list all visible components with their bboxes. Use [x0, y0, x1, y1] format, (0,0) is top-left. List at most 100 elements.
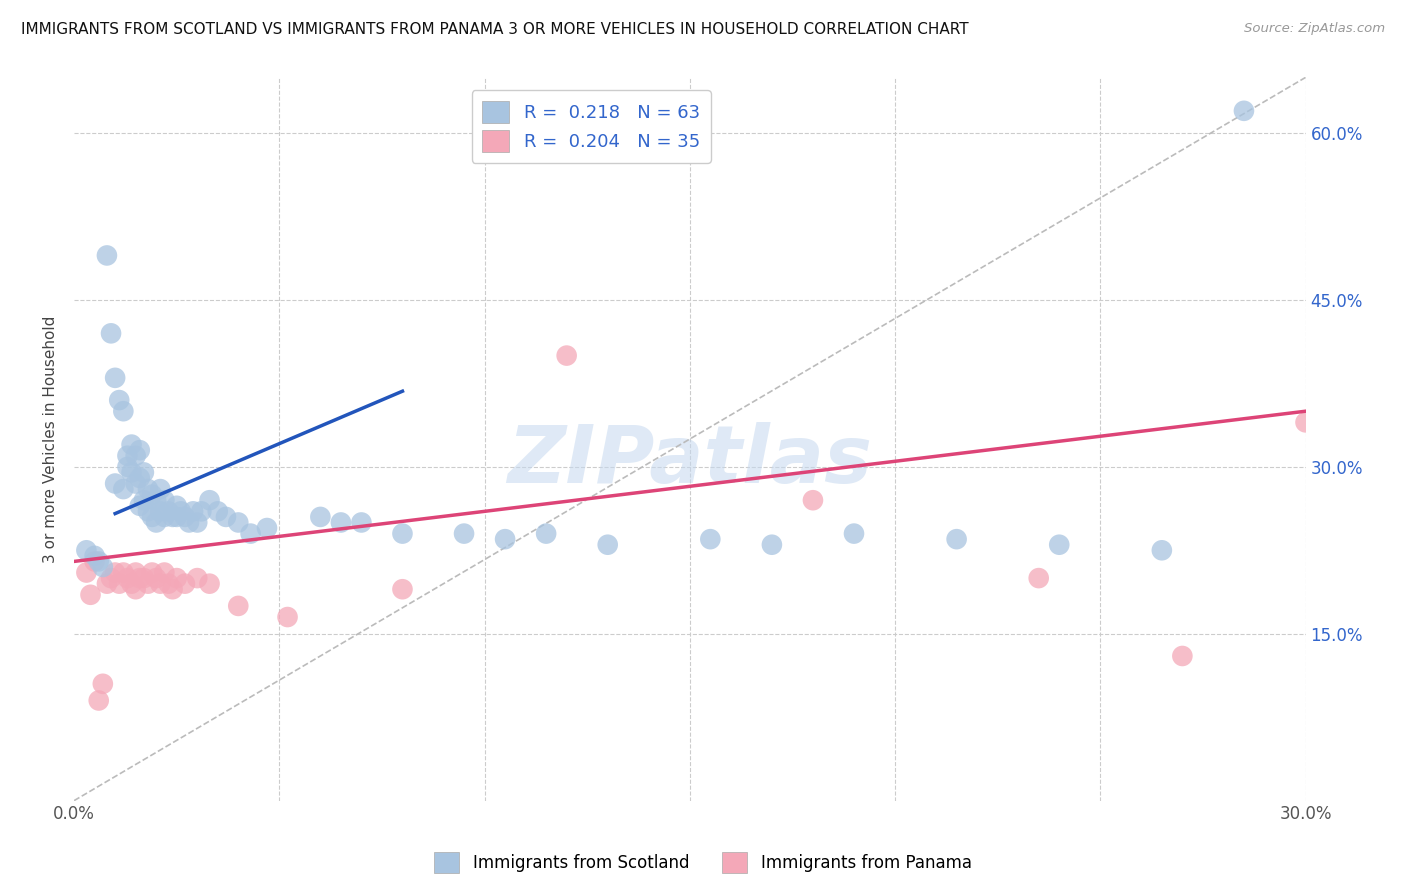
Point: [83, 554, 105, 568]
Point: [494, 532, 516, 546]
Point: [132, 466, 155, 480]
Point: [534, 526, 557, 541]
Point: [96, 248, 118, 262]
Point: [596, 538, 619, 552]
Legend: R =  0.218   N = 63, R =  0.204   N = 35: R = 0.218 N = 63, R = 0.204 N = 35: [471, 90, 711, 163]
Point: [309, 509, 332, 524]
Point: [121, 576, 143, 591]
Point: [350, 516, 373, 530]
Point: [104, 476, 127, 491]
Point: [145, 571, 167, 585]
Point: [453, 526, 475, 541]
Point: [198, 493, 221, 508]
Point: [128, 571, 150, 585]
Point: [177, 516, 200, 530]
Point: [1295, 415, 1317, 429]
Point: [112, 404, 135, 418]
Point: [100, 571, 122, 585]
Point: [108, 576, 131, 591]
Point: [239, 526, 262, 541]
Point: [256, 521, 278, 535]
Point: [128, 499, 150, 513]
Point: [157, 504, 180, 518]
Point: [108, 393, 131, 408]
Point: [136, 504, 159, 518]
Point: [124, 566, 146, 580]
Point: [1150, 543, 1173, 558]
Point: [1171, 648, 1194, 663]
Point: [157, 576, 180, 591]
Point: [128, 443, 150, 458]
Point: [186, 571, 208, 585]
Point: [121, 437, 143, 451]
Point: [186, 516, 208, 530]
Legend: Immigrants from Scotland, Immigrants from Panama: Immigrants from Scotland, Immigrants fro…: [427, 846, 979, 880]
Point: [87, 554, 110, 568]
Point: [391, 526, 413, 541]
Point: [132, 493, 155, 508]
Point: [226, 599, 249, 613]
Point: [104, 566, 127, 580]
Point: [207, 504, 229, 518]
Point: [75, 566, 97, 580]
Y-axis label: 3 or more Vehicles in Household: 3 or more Vehicles in Household: [44, 316, 58, 563]
Point: [112, 482, 135, 496]
Point: [136, 482, 159, 496]
Point: [96, 576, 118, 591]
Point: [842, 526, 865, 541]
Point: [170, 504, 193, 518]
Point: [215, 509, 238, 524]
Point: [100, 326, 122, 341]
Point: [166, 499, 188, 513]
Point: [141, 509, 163, 524]
Point: [83, 549, 105, 563]
Point: [277, 610, 299, 624]
Text: IMMIGRANTS FROM SCOTLAND VS IMMIGRANTS FROM PANAMA 3 OR MORE VEHICLES IN HOUSEHO: IMMIGRANTS FROM SCOTLAND VS IMMIGRANTS F…: [21, 22, 969, 37]
Point: [181, 504, 204, 518]
Point: [153, 493, 176, 508]
Point: [555, 349, 578, 363]
Point: [162, 582, 184, 597]
Point: [145, 493, 167, 508]
Point: [124, 476, 146, 491]
Point: [166, 571, 188, 585]
Point: [153, 566, 176, 580]
Point: [117, 459, 139, 474]
Point: [699, 532, 721, 546]
Point: [1047, 538, 1070, 552]
Point: [87, 693, 110, 707]
Point: [79, 588, 101, 602]
Point: [162, 509, 184, 524]
Point: [132, 571, 155, 585]
Text: Source: ZipAtlas.com: Source: ZipAtlas.com: [1244, 22, 1385, 36]
Point: [141, 566, 163, 580]
Point: [391, 582, 413, 597]
Point: [190, 504, 212, 518]
Text: ZIPatlas: ZIPatlas: [508, 422, 872, 500]
Point: [1028, 571, 1050, 585]
Point: [91, 560, 114, 574]
Point: [329, 516, 352, 530]
Point: [104, 371, 127, 385]
Point: [149, 482, 172, 496]
Point: [174, 576, 197, 591]
Point: [124, 582, 146, 597]
Point: [945, 532, 967, 546]
Point: [1233, 103, 1256, 118]
Point: [117, 449, 139, 463]
Point: [145, 516, 167, 530]
Point: [149, 504, 172, 518]
Point: [761, 538, 783, 552]
Point: [91, 677, 114, 691]
Point: [226, 516, 249, 530]
Point: [198, 576, 221, 591]
Point: [174, 509, 197, 524]
Point: [121, 466, 143, 480]
Point: [136, 576, 159, 591]
Point: [166, 509, 188, 524]
Point: [112, 566, 135, 580]
Point: [75, 543, 97, 558]
Point: [149, 576, 172, 591]
Point: [801, 493, 824, 508]
Point: [153, 509, 176, 524]
